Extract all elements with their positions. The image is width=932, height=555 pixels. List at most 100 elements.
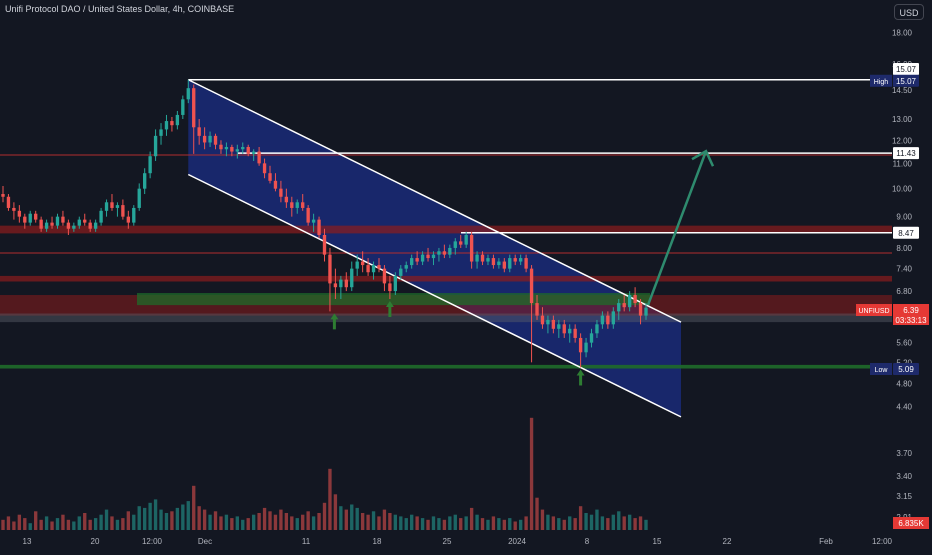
candle-body (230, 146, 234, 152)
volume-bar (328, 468, 332, 530)
volume-bar (257, 513, 261, 530)
volume-bar (535, 497, 539, 530)
high-value-tag: 15.07 (896, 77, 917, 86)
candle-body (453, 241, 457, 248)
volume-bar (459, 518, 463, 530)
current-price-tag: 6.39 (903, 306, 919, 315)
volume-bar (600, 516, 605, 530)
candle-body (633, 295, 637, 304)
support-arrow-head (385, 301, 394, 308)
candle-body (578, 337, 583, 353)
volume-bar (137, 506, 141, 530)
volume-bar (6, 516, 11, 530)
volume-bar (159, 509, 163, 530)
channel-bottom-line (187, 173, 682, 418)
candle-body (241, 146, 245, 150)
volume-bar (508, 518, 512, 530)
volume-bar (115, 519, 120, 530)
price-tick-label: 13.00 (892, 115, 913, 124)
candle-body (110, 202, 114, 208)
countdown-tag: 03:33:13 (895, 316, 927, 325)
candle-body (34, 213, 38, 220)
candle-body (404, 265, 408, 269)
candle-body (350, 268, 354, 288)
volume-bar (578, 506, 583, 530)
candle-body (611, 311, 615, 325)
volume-bar (181, 504, 185, 530)
candle-body (202, 135, 207, 143)
price-tick-label: 12.00 (892, 136, 913, 145)
volume-bar (44, 516, 49, 530)
volume-bar (464, 516, 468, 530)
volume-bar (306, 511, 310, 530)
volume-bar (562, 519, 566, 530)
candle-body (295, 202, 299, 208)
candle-body (322, 234, 327, 255)
volume-bar (442, 519, 447, 530)
candle-body (28, 213, 32, 223)
volume-tag-bg (893, 517, 929, 529)
time-tick-label: 2024 (508, 537, 526, 546)
candle-body (464, 234, 468, 245)
volume-bar (627, 514, 632, 530)
time-tick-label: 15 (653, 537, 662, 546)
volume-bar (175, 507, 180, 530)
volume-bar (546, 514, 550, 530)
high-line-tag: 15.07 (896, 65, 917, 74)
candle-body (99, 210, 103, 223)
low-support-zone (0, 364, 892, 369)
candle-body (415, 258, 419, 262)
current-price-bg (893, 304, 929, 325)
volume-bar (126, 511, 131, 530)
volume-bar (241, 519, 245, 530)
volume-bar (377, 516, 381, 530)
volume-bar (55, 518, 60, 530)
candle-body (23, 216, 27, 223)
target-tag-bg (893, 147, 919, 160)
candle-body (55, 216, 60, 226)
price-tick-label: 3.15 (896, 492, 912, 501)
volume-bar (153, 499, 158, 530)
channel-top-line (187, 79, 682, 323)
high-tag-label: High (874, 79, 889, 86)
candle-body (137, 188, 141, 208)
high-tag-bg (870, 74, 892, 87)
volume-bar (568, 516, 572, 530)
volume-bar (551, 516, 556, 530)
candle-body (617, 303, 621, 312)
candle-body (153, 135, 158, 157)
candle-body (469, 234, 474, 262)
volume-bar (28, 523, 32, 530)
candle-body (344, 279, 348, 288)
chart-title: Unifi Protocol DAO / United States Dolla… (5, 4, 235, 14)
candle-body (17, 210, 22, 217)
time-tick-label: 20 (91, 537, 100, 546)
candle-body (219, 144, 223, 150)
price-tick-label: 14.50 (892, 86, 913, 95)
price-tick-label: 5.60 (896, 339, 912, 348)
candle-body (39, 219, 43, 229)
candle-body (551, 319, 556, 329)
candle-body (164, 121, 169, 130)
volume-bar (355, 507, 359, 530)
projection-arrow (646, 150, 708, 306)
candle-body (93, 222, 98, 229)
candle-body (235, 149, 239, 152)
candle-body (224, 146, 229, 150)
volume-bar (186, 501, 190, 530)
volume-bar (148, 502, 152, 530)
candle-body (431, 254, 436, 259)
volume-bar (230, 518, 234, 530)
time-tick-label: Feb (819, 537, 833, 546)
currency-button[interactable]: USD (894, 4, 924, 20)
candle-body (50, 222, 54, 226)
candle-body (186, 88, 190, 100)
candle-body (535, 303, 539, 316)
candle-body (143, 173, 147, 189)
low-value-tag-bg (893, 363, 919, 375)
symbol-tag: UNFIUSD (858, 308, 889, 315)
candle-body (115, 205, 120, 208)
price-tick-label: 4.00 (896, 0, 912, 2)
